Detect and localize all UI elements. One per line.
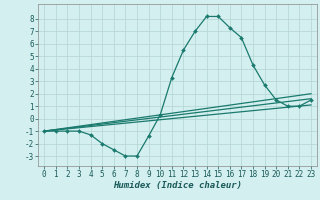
X-axis label: Humidex (Indice chaleur): Humidex (Indice chaleur) xyxy=(113,181,242,190)
